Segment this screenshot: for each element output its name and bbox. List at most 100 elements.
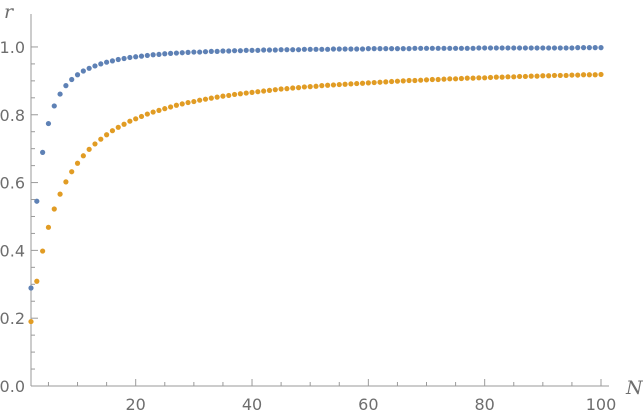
data-point [156,51,162,58]
data-point [104,132,110,138]
data-point [133,116,139,122]
data-point [226,92,232,99]
data-point [301,46,307,52]
data-point [144,52,150,59]
data-point [406,46,412,52]
data-point [423,45,430,51]
data-point [266,47,273,53]
y-tick-label: 1.0 [0,38,25,57]
data-point [365,46,371,52]
data-point [162,106,168,112]
data-point [383,79,389,85]
data-point [307,84,313,90]
data-point [197,49,203,55]
data-point [34,198,40,204]
data-point [528,73,534,79]
data-point [336,81,342,88]
data-point [63,179,69,185]
data-point [418,77,424,83]
data-point [313,46,319,52]
x-tick-label: 40 [242,395,262,414]
data-point [441,76,447,82]
data-point [34,278,40,284]
data-point [28,318,34,325]
data-point [435,45,441,51]
data-point [243,47,249,53]
data-point [534,45,540,51]
data-point [348,46,354,52]
data-point [57,91,63,97]
data-point [394,78,401,84]
data-point [150,52,156,58]
data-point [359,80,366,86]
data-point [191,98,197,105]
data-point [482,75,488,81]
data-point [342,81,348,87]
data-point [307,46,313,52]
data-point [86,146,92,152]
data-point [92,63,98,69]
data-point [580,72,587,78]
x-tick-label: 20 [126,395,146,414]
data-point [92,141,98,147]
data-point [330,82,337,88]
data-point [371,79,377,86]
data-point [557,45,563,51]
data-point [249,47,255,53]
data-point [301,84,307,90]
data-point [127,54,133,61]
data-point [354,80,360,87]
data-point [470,45,476,51]
data-point [290,85,296,91]
data-point [330,46,337,52]
data-point [546,45,552,51]
data-point [516,45,523,51]
data-point [412,77,418,84]
series-2 [28,71,604,325]
data-point [348,81,354,87]
data-point [569,45,575,51]
data-point [458,75,465,82]
data-point [127,118,133,124]
data-point [45,120,52,127]
data-point [319,83,325,89]
axes: 20 40 60 80 100 0.0 0.2 0.4 0.6 0.8 1.0 [0,14,616,414]
data-point [121,55,127,62]
data-point [284,86,290,92]
data-point [423,77,430,83]
data-point [45,224,52,230]
data-point [74,72,81,78]
data-point [80,153,86,159]
data-point [231,48,238,54]
data-point [261,47,267,53]
data-point [452,76,459,82]
data-point [138,113,145,120]
data-point [266,87,273,93]
data-point [243,90,249,96]
data-point [290,47,296,53]
data-point [516,73,523,80]
data-point [237,91,243,97]
data-point [255,89,261,95]
data-point [255,47,261,53]
data-point [586,72,592,78]
data-point [231,91,238,98]
data-point [150,109,156,115]
data-point [528,45,534,51]
data-point [167,50,174,56]
data-point [464,45,470,51]
data-point [173,50,180,56]
data-point [115,124,121,130]
x-tick-label: 100 [586,395,617,414]
data-point [505,45,511,51]
data-point [295,85,302,91]
data-point [104,59,110,65]
data-point [534,73,540,79]
data-point [57,191,63,197]
data-point [569,72,575,78]
series-1 [28,45,604,291]
data-point [144,111,150,117]
data-point [575,45,581,51]
data-point [563,72,569,79]
data-point [98,61,104,67]
